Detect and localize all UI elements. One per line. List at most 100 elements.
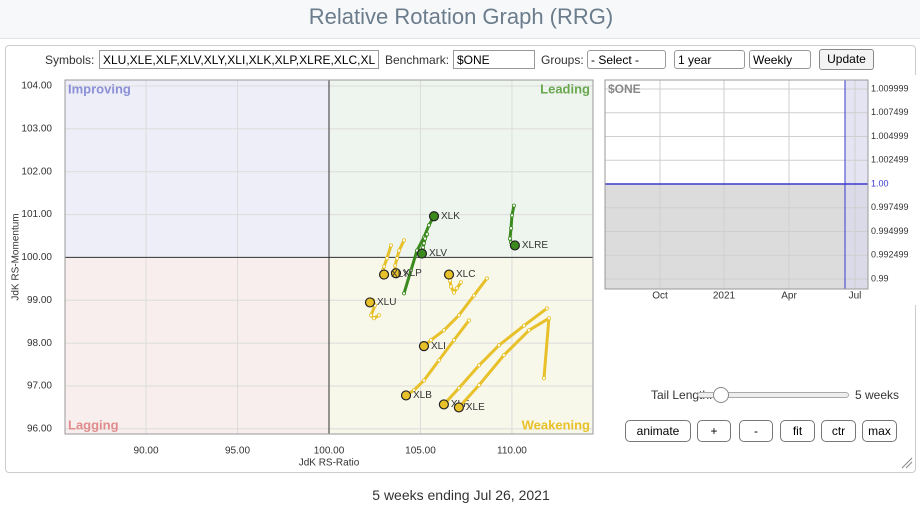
edge-mask bbox=[915, 75, 920, 305]
period-select[interactable]: 1 year bbox=[674, 50, 745, 69]
y-tick-label: 100.00 bbox=[21, 252, 52, 263]
head-point bbox=[438, 399, 449, 410]
head-point bbox=[400, 390, 412, 401]
series-label: XLI bbox=[431, 341, 446, 352]
tail-line bbox=[457, 316, 551, 409]
y-tick-label: 1.00 bbox=[871, 178, 889, 188]
tail-point bbox=[522, 323, 527, 328]
tail-label: Tail Length: bbox=[651, 388, 713, 402]
mini-border bbox=[604, 79, 869, 290]
y-tick-label: 0.992499 bbox=[871, 250, 909, 260]
tail-point bbox=[393, 263, 398, 268]
tail-point bbox=[436, 358, 441, 363]
tail-point bbox=[372, 316, 377, 321]
tail-point bbox=[425, 232, 430, 237]
quadrant bbox=[65, 80, 329, 258]
benchmark-input[interactable]: $ONE bbox=[453, 50, 535, 69]
quadrant bbox=[65, 257, 329, 434]
tail-point bbox=[421, 378, 426, 383]
control-button[interactable]: + bbox=[697, 420, 731, 442]
tail-point bbox=[384, 256, 389, 261]
series-label: XLP bbox=[403, 268, 422, 279]
control-button[interactable]: animate bbox=[625, 420, 691, 442]
tail-knob[interactable] bbox=[713, 387, 729, 403]
update-button[interactable]: Update bbox=[819, 49, 874, 70]
tail-point bbox=[423, 236, 428, 241]
tail-point bbox=[376, 313, 381, 318]
quadrant-label: Improving bbox=[68, 81, 131, 96]
x-tick-label: 110.00 bbox=[497, 446, 527, 457]
head-point bbox=[418, 341, 430, 352]
y-tick-label: 98.00 bbox=[27, 338, 52, 349]
y-tick-label: 103.00 bbox=[21, 123, 52, 134]
series-label: XLC bbox=[456, 269, 475, 280]
series-label: XLRE bbox=[522, 240, 548, 251]
plot-border bbox=[64, 79, 594, 435]
tail-point bbox=[511, 203, 516, 208]
tail-point bbox=[466, 318, 471, 323]
series-label: XLU bbox=[377, 297, 396, 308]
tail-point bbox=[421, 241, 426, 246]
symbols-label: Symbols: bbox=[45, 53, 95, 67]
tail-point bbox=[546, 316, 551, 321]
footer: 5 weeks ending Jul 26, 2021 bbox=[372, 487, 550, 503]
benchmark-label: Benchmark: bbox=[385, 53, 450, 67]
tail-point bbox=[451, 338, 456, 343]
control-button[interactable]: max bbox=[862, 420, 897, 442]
x-tick-label: 105.00 bbox=[405, 446, 436, 457]
tail-point bbox=[402, 238, 407, 243]
resize-grip bbox=[901, 457, 913, 469]
tail-point bbox=[428, 338, 433, 343]
tail-point bbox=[509, 213, 514, 218]
control-button[interactable]: - bbox=[739, 420, 773, 442]
tail-point bbox=[509, 226, 514, 231]
tail-point bbox=[369, 313, 374, 318]
control-button[interactable]: ctr bbox=[821, 420, 856, 442]
head-point bbox=[443, 269, 455, 280]
tail-point bbox=[544, 306, 549, 311]
head-point bbox=[453, 402, 464, 413]
y-tick-label: 101.00 bbox=[21, 209, 52, 220]
y-tick-label: 1.009999 bbox=[871, 83, 909, 93]
control-button[interactable]: fit bbox=[780, 420, 815, 442]
mini-title: $ONE bbox=[608, 82, 641, 96]
symbols-input[interactable]: XLU,XLE,XLF,XLV,XLY,XLI,XLK,XLP,XLRE,XLC… bbox=[99, 50, 379, 69]
y-axis-label: JdK RS-Momentum bbox=[11, 213, 22, 300]
quadrant-label: Weakening bbox=[522, 417, 590, 432]
groups-select[interactable]: - Select - bbox=[587, 50, 666, 69]
y-tick-label: 96.00 bbox=[27, 423, 52, 434]
tail-point bbox=[441, 328, 446, 333]
tail-point bbox=[456, 313, 461, 318]
y-tick-label: 99.00 bbox=[27, 295, 52, 306]
series-label: XLK bbox=[441, 211, 460, 222]
x-tick-label: 100.00 bbox=[314, 446, 345, 457]
x-tick-label: 90.00 bbox=[134, 446, 159, 457]
x-tick-label: Apr bbox=[781, 291, 797, 302]
tail-slider[interactable] bbox=[697, 392, 849, 398]
x-tick-label: 2021 bbox=[713, 291, 736, 302]
mini-area bbox=[605, 184, 868, 289]
head-point bbox=[428, 211, 440, 222]
tail-point bbox=[402, 291, 407, 296]
y-tick-label: 0.994999 bbox=[871, 226, 909, 236]
x-axis-label: JdK RS-Ratio bbox=[299, 458, 360, 469]
x-tick-label: 95.00 bbox=[225, 446, 250, 457]
head-point bbox=[364, 297, 376, 308]
head-point bbox=[509, 240, 520, 251]
interval-select[interactable]: Weekly bbox=[749, 50, 811, 69]
y-tick-label: 104.00 bbox=[21, 81, 52, 92]
tail-point bbox=[397, 248, 402, 253]
quadrant bbox=[329, 80, 593, 258]
tail-point bbox=[449, 284, 454, 289]
tail-point bbox=[541, 376, 546, 381]
series-label: XLB bbox=[413, 390, 432, 401]
tail-point bbox=[451, 290, 456, 295]
tail-point bbox=[456, 386, 461, 391]
head-point bbox=[378, 269, 390, 280]
tail-point bbox=[426, 223, 431, 228]
y-tick-label: 97.00 bbox=[27, 381, 52, 392]
series-label: XLE bbox=[466, 402, 485, 413]
x-tick-label: Jul bbox=[849, 291, 862, 302]
